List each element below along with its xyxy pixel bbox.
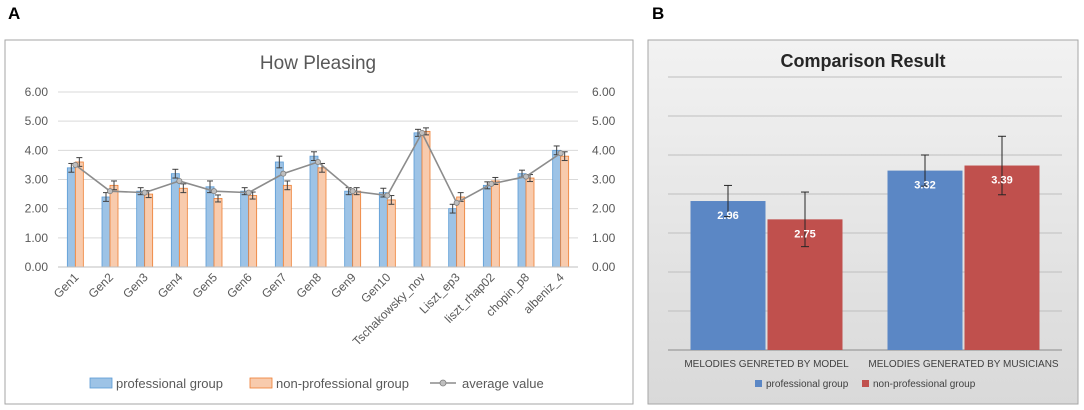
chart-a-bar-nonprofessional xyxy=(282,184,292,268)
chart-b-bar-nonprofessional xyxy=(964,165,1040,350)
chart-a-bar-professional xyxy=(309,155,319,268)
chart-a-average-point xyxy=(523,173,530,180)
chart-a-average-point xyxy=(107,188,114,195)
chart-a-legend-swatch-professional xyxy=(89,377,113,389)
chart-b-legend-swatch-nonprofessional xyxy=(862,380,869,387)
chart-a-average-point xyxy=(418,129,425,136)
chart-a-bar-professional xyxy=(136,190,146,268)
chart-a-ytick-left: 0.00 xyxy=(25,260,49,274)
chart-a-ytick-right: 1.00 xyxy=(592,231,616,245)
chart-a-bar-nonprofessional xyxy=(456,196,466,268)
chart-a-ytick-right: 6.00 xyxy=(592,85,616,99)
chart-a-legend-swatch-nonprofessional xyxy=(249,377,273,389)
chart-a-bar-professional xyxy=(413,132,423,268)
chart-a-bar-nonprofessional xyxy=(213,198,223,268)
chart-a-bar-professional xyxy=(517,173,527,268)
chart-a-bar-professional xyxy=(205,186,215,268)
chart-a-bar-professional xyxy=(66,167,76,268)
chart-b-data-label: 2.75 xyxy=(794,228,815,240)
chart-a-bar-nonprofessional xyxy=(248,195,258,268)
chart-a-bar-professional xyxy=(482,184,492,268)
chart-b-title: Comparison Result xyxy=(780,51,945,71)
chart-a-ytick-right: 2.00 xyxy=(592,202,616,216)
chart-b-frame xyxy=(647,39,1079,405)
chart-a-average-point xyxy=(384,192,391,199)
chart-a-svg: How Pleasing 0.00 0.00 1.00 1.00 2.00 2.00 3.00… xyxy=(4,39,634,405)
chart-a-average-point xyxy=(557,150,564,157)
chart-a-ytick-left: 5.00 xyxy=(25,114,49,128)
chart-b-category-label: MELODIES GENERATED BY MUSICIANS xyxy=(868,359,1059,370)
chart-a-bar-professional xyxy=(448,208,458,268)
chart-b-bar-professional xyxy=(690,201,766,350)
panel-letter-b: B xyxy=(652,4,665,23)
chart-a-bar-professional xyxy=(240,190,250,268)
chart-b-legend-swatch-professional xyxy=(755,380,762,387)
chart-b-bar-nonprofessional xyxy=(767,219,843,350)
chart-b-data-label: 2.96 xyxy=(717,210,738,222)
chart-a-ytick-right: 3.00 xyxy=(592,173,616,187)
chart-a-average-point xyxy=(280,170,287,177)
chart-a-bar-professional xyxy=(344,190,354,268)
chart-a-bar-professional xyxy=(101,196,111,268)
chart-a-ytick-left: 6.00 xyxy=(25,85,49,99)
chart-a-legend-nonprofessional: non-professional group xyxy=(276,376,409,391)
chart-a-average-point xyxy=(210,188,217,195)
chart-a-bar-nonprofessional xyxy=(74,161,84,268)
chart-a-average-point xyxy=(349,188,356,195)
chart-a-ytick-left: 3.00 xyxy=(25,173,49,187)
chart-a-bar-nonprofessional xyxy=(109,184,119,268)
chart-b-category-label: MELODIES GENRETED BY MODEL xyxy=(684,359,849,370)
chart-a-legend-swatch-average-point xyxy=(439,379,447,387)
chart-b-data-label: 3.39 xyxy=(991,175,1012,187)
chart-a-legend-average: average value xyxy=(462,376,544,391)
chart-a-bar-nonprofessional xyxy=(178,187,188,268)
chart-a-legend-professional: professional group xyxy=(116,376,223,391)
chart-a-bar-nonprofessional xyxy=(421,130,431,268)
chart-a-ytick-left: 1.00 xyxy=(25,231,49,245)
chart-a-average-point xyxy=(245,189,252,196)
chart-a-ytick-right: 0.00 xyxy=(592,260,616,274)
chart-a-bar-professional xyxy=(378,192,388,268)
chart-a-bar-nonprofessional xyxy=(386,199,396,268)
chart-a-average-point xyxy=(176,177,183,184)
chart-a-bar-nonprofessional xyxy=(525,177,535,268)
chart-b-data-label: 3.32 xyxy=(914,180,935,192)
chart-a-ytick-left: 4.00 xyxy=(25,143,49,157)
chart-a-bar-nonprofessional xyxy=(490,180,500,268)
chart-a-bar-professional xyxy=(170,173,180,268)
chart-b-bar-professional xyxy=(887,170,963,350)
chart-a-ytick-left: 2.00 xyxy=(25,202,49,216)
chart-a-ytick-right: 5.00 xyxy=(592,114,616,128)
panel-letter-a: A xyxy=(8,4,21,23)
chart-a-average-point xyxy=(314,158,321,165)
chart-a-bar-professional xyxy=(552,149,562,268)
chart-a-average-point xyxy=(141,189,148,196)
chart-b-legend-nonprofessional: non-professional group xyxy=(873,379,976,390)
chart-a-bar-nonprofessional xyxy=(560,155,570,268)
chart-b-legend-professional: professional group xyxy=(766,379,849,390)
chart-a-bar-nonprofessional xyxy=(317,167,327,268)
chart-a-average-point xyxy=(72,161,79,168)
chart-a-average-point xyxy=(488,180,495,187)
chart-a-bar-nonprofessional xyxy=(144,193,154,268)
chart-a-bar-nonprofessional xyxy=(352,190,362,268)
chart-a-title: How Pleasing xyxy=(260,53,376,74)
chart-a-average-point xyxy=(453,199,460,206)
chart-a-ytick-right: 4.00 xyxy=(592,143,616,157)
